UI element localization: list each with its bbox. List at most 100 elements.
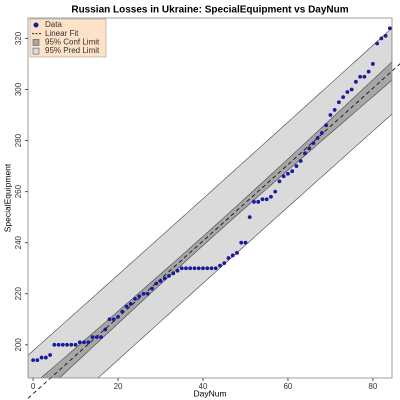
data-point: [264, 197, 269, 202]
data-point: [281, 174, 286, 179]
data-point: [315, 136, 320, 140]
data-point: [65, 342, 69, 347]
legend-marker: [33, 22, 39, 28]
data-point: [39, 355, 44, 360]
data-point: [247, 215, 252, 220]
chart-title: Russian Losses in Ukraine: SpecialEquipm…: [71, 5, 348, 16]
data-point: [179, 266, 184, 271]
data-point: [35, 358, 40, 363]
data-point: [52, 342, 57, 347]
data-point: [235, 250, 239, 255]
y-tick-label: 220: [14, 287, 23, 301]
data-point: [383, 33, 388, 38]
data-point: [128, 302, 133, 306]
data-point: [366, 69, 371, 74]
data-point: [196, 266, 201, 271]
data-point: [86, 340, 91, 345]
data-point: [167, 273, 171, 278]
data-point: [120, 309, 125, 314]
data-point: [158, 279, 163, 283]
x-tick-label: 60: [283, 382, 292, 391]
data-point: [137, 294, 142, 299]
data-point: [345, 90, 350, 94]
data-point: [353, 79, 358, 84]
data-point: [260, 197, 265, 202]
data-point: [133, 296, 137, 301]
x-tick-label: 20: [114, 382, 123, 391]
x-tick-label: 80: [368, 382, 377, 391]
data-point: [277, 179, 282, 184]
data-point: [298, 159, 303, 163]
legend-marker: [32, 39, 40, 46]
prediction-band: [28, 27, 392, 378]
data-point: [145, 291, 150, 296]
data-point: [222, 261, 227, 266]
data-point: [230, 253, 235, 258]
data-point: [332, 108, 337, 112]
data-point: [218, 263, 222, 268]
data-point: [201, 266, 205, 271]
data-point: [116, 314, 120, 319]
data-point: [82, 340, 86, 345]
data-point: [290, 169, 295, 174]
data-point: [362, 74, 367, 79]
data-point: [124, 304, 129, 309]
data-point: [171, 271, 176, 276]
y-tick-label: 280: [14, 133, 23, 147]
data-point: [303, 151, 307, 156]
x-tick-label: 40: [199, 382, 208, 391]
y-axis-label: SpecialEquipment: [2, 163, 12, 232]
legend-box: [29, 18, 107, 58]
data-point: [192, 266, 197, 271]
data-point: [311, 141, 316, 146]
data-point: [349, 87, 354, 92]
data-point: [294, 164, 299, 168]
data-point: [60, 342, 65, 347]
data-point: [162, 276, 167, 281]
data-point: [328, 113, 333, 117]
data-point: [56, 342, 61, 347]
data-point: [107, 317, 112, 322]
data-point: [341, 95, 346, 100]
data-point: [324, 123, 329, 128]
fit-line: [27, 63, 400, 399]
data-point: [77, 340, 82, 345]
data-point: [370, 62, 375, 66]
data-point: [69, 342, 74, 347]
data-point: [188, 266, 193, 271]
y-tick-label: 240: [14, 235, 23, 249]
x-axis-label: DayNum: [193, 388, 226, 398]
y-tick-label: 320: [14, 31, 23, 45]
data-point: [31, 358, 35, 363]
y-tick-label: 300: [14, 82, 23, 96]
legend-label: 95% Pred Limit: [45, 46, 100, 55]
data-point: [358, 74, 363, 79]
confidence-band: [40, 61, 392, 378]
data-point: [150, 286, 154, 291]
data-point: [379, 36, 384, 41]
data-point: [99, 335, 103, 340]
data-point: [141, 291, 146, 296]
data-point: [269, 194, 273, 199]
data-point: [256, 199, 261, 204]
data-point: [48, 353, 52, 357]
data-point: [286, 171, 290, 176]
data-point: [205, 266, 210, 271]
legend-label: 95% Conf Limit: [45, 38, 100, 47]
data-point: [103, 327, 108, 332]
data-point: [209, 266, 214, 271]
data-point: [337, 100, 341, 105]
data-point: [239, 240, 244, 245]
legend-label: Linear Fit: [45, 29, 79, 38]
data-point: [387, 26, 392, 31]
data-point: [226, 256, 231, 260]
data-point: [175, 268, 180, 273]
plot-frame: [27, 17, 393, 379]
data-point: [90, 335, 95, 340]
data-point: [184, 266, 188, 271]
data-point: [213, 266, 218, 271]
data-point: [320, 130, 324, 135]
data-point: [243, 240, 248, 245]
y-tick-label: 200: [14, 338, 23, 352]
